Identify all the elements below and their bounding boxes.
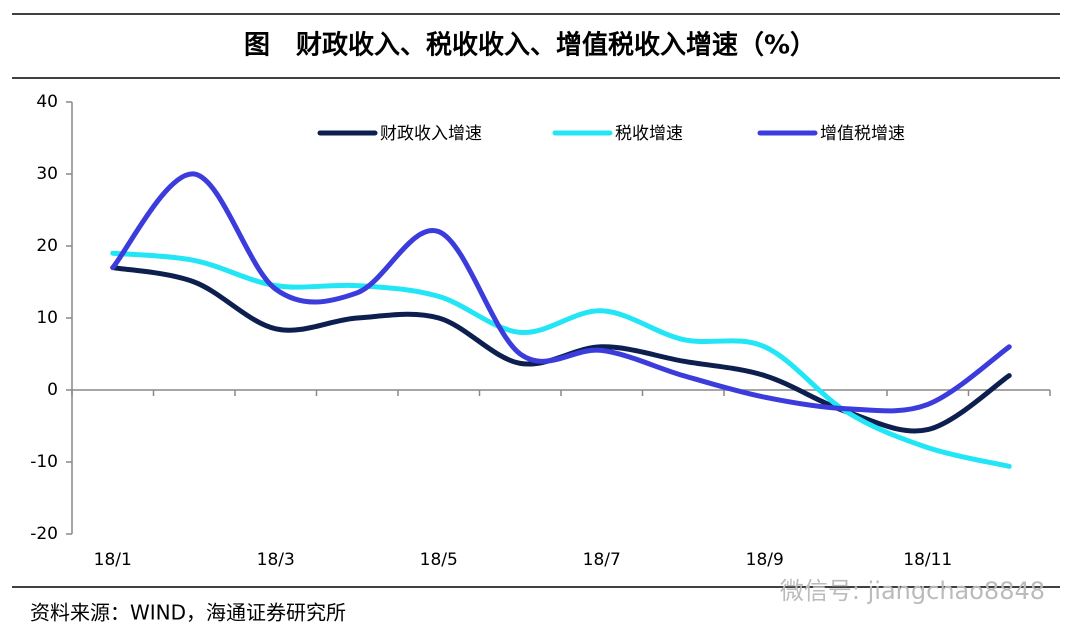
legend-label: 税收增速	[615, 124, 683, 144]
legend-label: 增值税增速	[820, 124, 905, 144]
watermark: 微信号: jiangchao8848	[780, 577, 1045, 605]
series-line	[110, 265, 1012, 434]
y-tick-label: 0	[47, 380, 58, 400]
y-tick-label: 40	[36, 92, 58, 112]
x-tick-label: 18/7	[583, 550, 621, 570]
x-tick-label: 18/11	[903, 550, 952, 570]
x-tick-label: 18/5	[420, 550, 458, 570]
x-tick-label: 18/3	[257, 550, 295, 570]
legend-label: 财政收入增速	[380, 124, 482, 144]
source: 资料来源：WIND，海通证券研究所	[30, 601, 346, 625]
y-tick-label: -20	[30, 524, 58, 544]
y-tick-label: 20	[36, 236, 58, 256]
x-tick-label: 18/9	[746, 550, 784, 570]
x-tick-label: 18/1	[94, 550, 132, 570]
chart-title: 图 财政收入、税收收入、增值税收入增速（%）	[244, 30, 816, 61]
y-tick-label: -10	[30, 452, 58, 472]
y-tick-label: 10	[36, 308, 58, 328]
y-tick-label: 30	[36, 164, 58, 184]
series-line	[110, 171, 1012, 414]
